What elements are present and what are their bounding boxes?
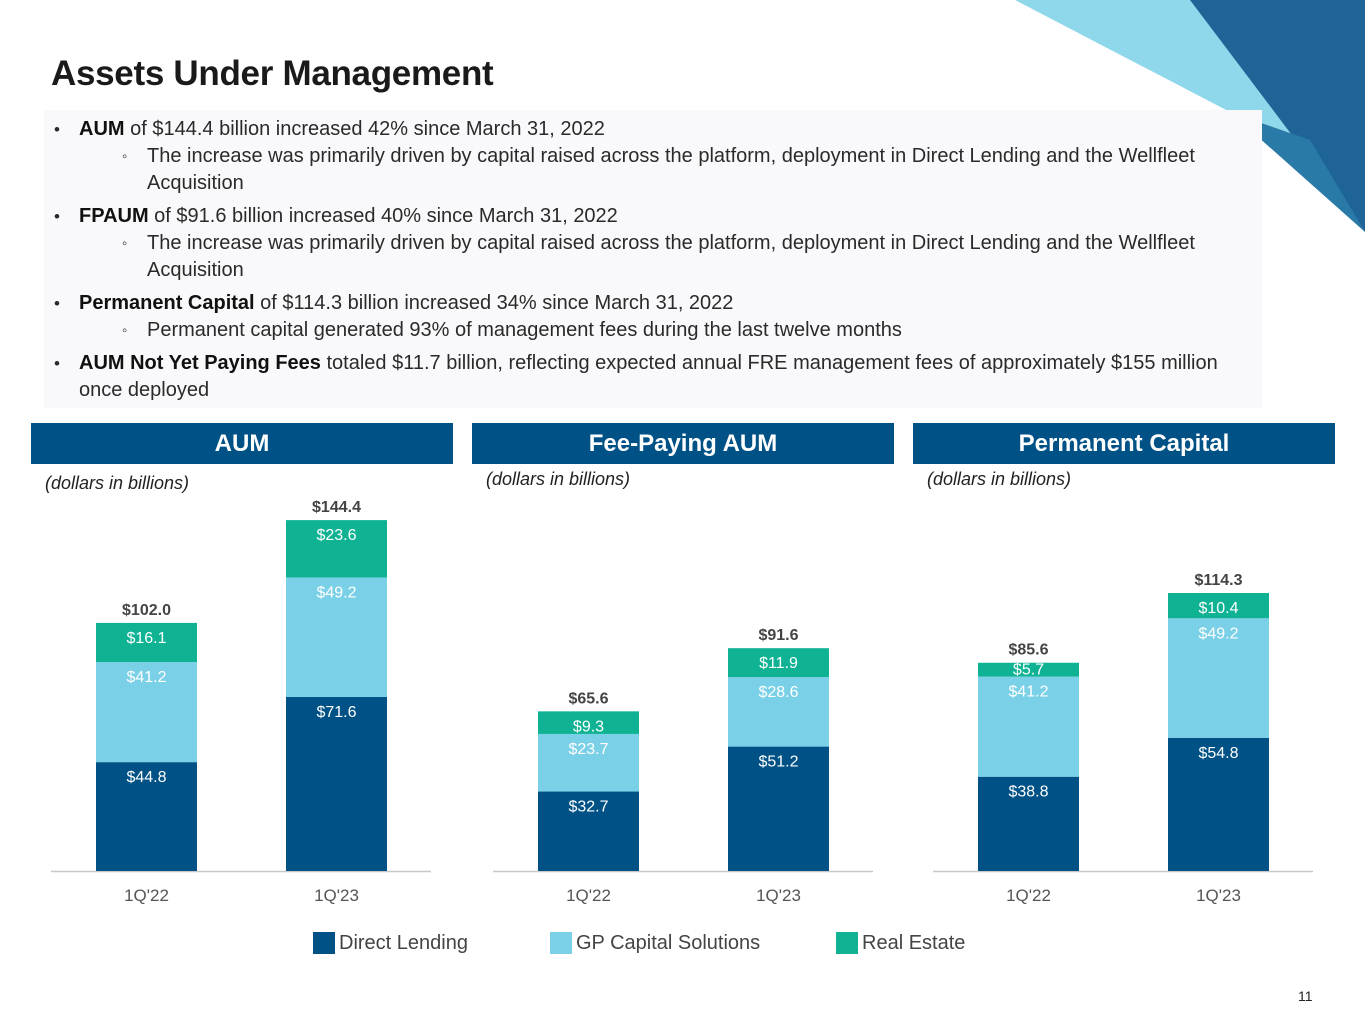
total-label: $91.6 (758, 627, 798, 644)
data-label-gp-capital-solutions: $28.6 (758, 684, 798, 701)
total-label: $114.3 (1194, 572, 1242, 589)
legend-label: Direct Lending (339, 931, 468, 954)
bar-segment-real-estate (728, 648, 829, 678)
bullet-dot: • (54, 354, 60, 373)
data-label-direct-lending: $32.7 (568, 799, 608, 816)
sub-bullet-text: The increase was primarily driven by cap… (147, 232, 1195, 281)
data-label-direct-lending: $51.2 (758, 754, 798, 771)
legend-swatch-real-estate (836, 932, 858, 954)
bullet-text: of $91.6 billion increased 40% since Mar… (148, 205, 618, 227)
total-label: $65.6 (568, 690, 608, 707)
bar-segment-direct-lending (538, 791, 639, 871)
bar-segment-direct-lending (286, 697, 387, 871)
bullet-text: of $114.3 billion increased 34% since Ma… (254, 292, 734, 314)
units-label-aum: (dollars in billions) (45, 473, 190, 493)
data-label-real-estate: $5.7 (1013, 662, 1044, 679)
panel-header-fee-paying-aum: Fee-Paying AUM (472, 423, 894, 464)
bar-segment-real-estate (538, 711, 639, 734)
sub-bullet: ◦ The increase was primarily driven by c… (44, 143, 1262, 197)
data-label-real-estate: $9.3 (573, 718, 604, 735)
bullet-dot: • (54, 294, 60, 313)
legend-direct-lending: Direct Lending (313, 930, 468, 956)
data-label-direct-lending: $54.8 (1198, 745, 1238, 762)
panel-header-permanent-capital: Permanent Capital (913, 423, 1335, 464)
data-label-gp-capital-solutions: $49.2 (316, 584, 356, 601)
bullet-dot: • (54, 120, 60, 139)
x-tick-label: 1Q'22 (1006, 886, 1051, 905)
bar-segment-real-estate (978, 662, 1079, 677)
x-tick-label: 1Q'23 (314, 886, 359, 905)
legend-gp-capital-solutions: GP Capital Solutions (550, 930, 760, 956)
bullet-bold: Permanent Capital (79, 292, 255, 314)
total-label: $144.4 (312, 499, 361, 516)
bullet-dot: • (54, 207, 60, 226)
bar-segment-real-estate (1168, 593, 1269, 619)
sub-bullet-ring: ◦ (122, 235, 128, 252)
bar-segment-real-estate (96, 622, 197, 663)
bar-segment-direct-lending (978, 776, 1079, 871)
data-label-direct-lending: $71.6 (316, 704, 356, 721)
bullet-bold: AUM Not Yet Paying Fees (79, 352, 321, 374)
sub-bullet: ◦ Permanent capital generated 93% of man… (44, 317, 1262, 344)
panel-header-aum: AUM (31, 423, 453, 464)
bullet-permanent-capital: • Permanent Capital of $114.3 billion in… (44, 290, 1262, 317)
legend-swatch-gp-capital-solutions (550, 932, 572, 954)
bullet-aum: • AUM of $144.4 billion increased 42% si… (44, 116, 1262, 143)
total-label: $102.0 (122, 602, 171, 619)
data-label-real-estate: $10.4 (1198, 600, 1238, 617)
sub-bullet-ring: ◦ (122, 322, 128, 339)
total-label: $85.6 (1008, 642, 1048, 659)
data-label-gp-capital-solutions: $41.2 (126, 669, 166, 686)
legend-swatch-direct-lending (313, 932, 335, 954)
bar-segment-direct-lending (1168, 737, 1269, 871)
data-label-real-estate: $16.1 (126, 630, 166, 647)
data-label-gp-capital-solutions: $49.2 (1198, 625, 1238, 642)
data-label-real-estate: $23.6 (316, 527, 356, 544)
sub-bullet: ◦ The increase was primarily driven by c… (44, 230, 1262, 284)
bar-segment-gp-capital-solutions (538, 733, 639, 792)
page-number: 11 (1298, 988, 1313, 1004)
data-label-direct-lending: $44.8 (126, 769, 166, 786)
bar-segment-direct-lending (728, 746, 829, 871)
data-label-real-estate: $11.9 (759, 655, 798, 672)
data-label-gp-capital-solutions: $41.2 (1008, 684, 1048, 701)
sub-bullet-ring: ◦ (122, 148, 128, 165)
bullet-text: of $144.4 billion increased 42% since Ma… (124, 118, 605, 140)
x-tick-label: 1Q'23 (1196, 886, 1241, 905)
x-tick-label: 1Q'22 (566, 886, 611, 905)
bar-segment-gp-capital-solutions (96, 662, 197, 763)
data-label-direct-lending: $38.8 (1008, 784, 1048, 801)
bullet-text: totaled $11.7 billion, reflecting expect… (79, 352, 1218, 401)
x-tick-label: 1Q'23 (756, 886, 801, 905)
bar-segment-gp-capital-solutions (286, 577, 387, 698)
legend-real-estate: Real Estate (836, 930, 965, 956)
bullet-fpaum: • FPAUM of $91.6 billion increased 40% s… (44, 203, 1262, 230)
bar-segment-real-estate (286, 520, 387, 578)
bar-segment-gp-capital-solutions (978, 676, 1079, 777)
bar-segment-gp-capital-solutions (728, 677, 829, 747)
legend-label: Real Estate (862, 931, 966, 954)
bullet-list: • AUM of $144.4 billion increased 42% si… (44, 110, 1262, 408)
sub-bullet-text: The increase was primarily driven by cap… (147, 145, 1195, 194)
bullet-not-yet-paying: • AUM Not Yet Paying Fees totaled $11.7 … (44, 350, 1262, 404)
bar-segment-direct-lending (96, 762, 197, 871)
units-label-fee-paying-aum: (dollars in billions) (486, 469, 631, 489)
page-title: Assets Under Management (51, 54, 494, 93)
units-label-permanent-capital: (dollars in billions) (927, 469, 1072, 489)
bullet-bold: AUM (79, 118, 125, 140)
bar-segment-gp-capital-solutions (1168, 618, 1269, 738)
data-label-gp-capital-solutions: $23.7 (568, 741, 608, 758)
legend-label: GP Capital Solutions (576, 931, 761, 954)
sub-bullet-text: Permanent capital generated 93% of manag… (147, 319, 902, 341)
x-tick-label: 1Q'22 (124, 886, 169, 905)
bullet-bold: FPAUM (79, 205, 149, 227)
